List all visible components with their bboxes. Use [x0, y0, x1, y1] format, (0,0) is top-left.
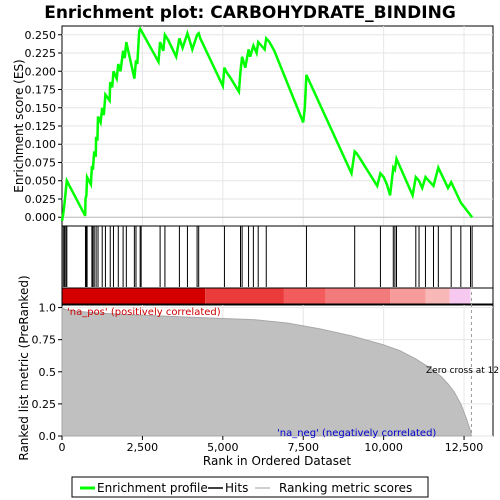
color-bar-segment [62, 288, 206, 304]
metric-x-tick-label: 10,000 [364, 441, 403, 454]
color-bar-segment [390, 288, 426, 304]
color-bar-segment [470, 288, 493, 304]
es-y-tick-label: 0.075 [25, 156, 57, 169]
metric-y-label: Ranked list metric (PreRanked) [17, 275, 31, 460]
color-bar-segment [449, 288, 471, 304]
color-bar-segment [205, 288, 284, 304]
color-bar-segment [425, 288, 450, 304]
hits-panel [61, 225, 494, 289]
metric-y-tick-label: 0.75 [32, 334, 57, 347]
es-y-tick-label: 0.225 [25, 47, 57, 60]
es-y-tick-label: 0.125 [25, 120, 57, 133]
es-y-tick-label: 0.000 [25, 211, 57, 224]
legend-box [71, 476, 429, 498]
metric-y-tick-label: 1.0 [39, 302, 57, 315]
hit-markers [62, 226, 473, 287]
ranking-metric-area [61, 306, 472, 437]
legend: Enrichment profile Hits Ranking metric s… [71, 476, 429, 498]
metric-y-tick-label: 0.5 [39, 366, 57, 379]
es-y-label: Enrichment score (ES) [12, 59, 26, 192]
es-y-tick-label: 0.200 [25, 65, 57, 78]
rank-color-bar [61, 287, 494, 305]
color-bar-segment [283, 288, 326, 304]
metric-x-label: Rank in Ordered Dataset [203, 454, 351, 468]
es-y-tick-label: 0.250 [25, 29, 57, 42]
metric-y-axis: 0.0 0.25 0.5 0.75 1.0 [32, 302, 62, 443]
neg-label: 'na_neg' (negatively correlated) [277, 428, 436, 439]
es-y-axis: 0.000 0.025 0.050 0.075 0.100 0.125 0.150 0.175… [25, 29, 62, 224]
es-y-tick-label: 0.100 [25, 138, 57, 151]
metric-x-tick-label: 5,000 [207, 441, 239, 454]
metric-y-tick-label: 0.0 [39, 430, 57, 443]
color-bar-segment [325, 288, 391, 304]
metric-x-tick-label: 7,500 [287, 441, 319, 454]
es-y-tick-label: 0.050 [25, 175, 57, 188]
es-y-tick-label: 0.150 [25, 102, 57, 115]
es-y-tick-label: 0.025 [25, 193, 57, 206]
legend-enrichment-label: Enrichment profile [97, 481, 208, 495]
metric-y-tick-label: 0.25 [32, 398, 57, 411]
es-y-tick-label: 0.175 [25, 84, 57, 97]
metric-x-tick-label: 12,500 [445, 441, 484, 454]
legend-metric-label: Ranking metric scores [279, 481, 412, 495]
pos-label: 'na_pos' (positively correlated) [67, 307, 221, 318]
metric-x-tick-label: 0 [59, 441, 66, 454]
zero-cross-label: Zero cross at 12730 [426, 366, 500, 376]
chart-title: Enrichment plot: CARBOHYDRATE_BINDING [44, 3, 456, 23]
metric-x-tick-label: 2,500 [127, 441, 159, 454]
legend-hits-label: Hits [225, 481, 248, 495]
metric-x-axis: 0 2,500 5,000 7,500 10,000 12,500 [59, 436, 484, 454]
enrichment-profile-line [60, 26, 474, 222]
color-bar-border [61, 287, 494, 305]
